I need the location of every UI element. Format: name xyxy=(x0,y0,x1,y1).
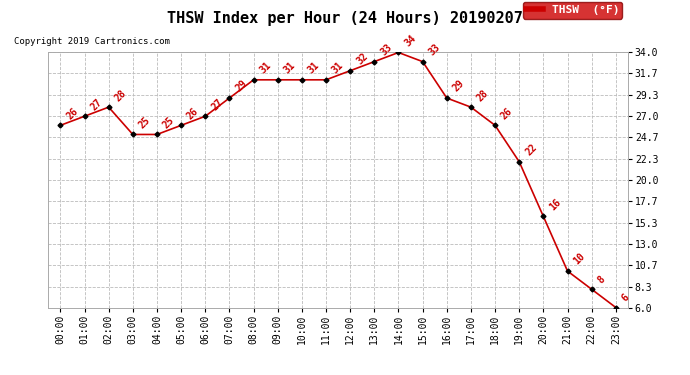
Text: 28: 28 xyxy=(475,88,491,103)
Text: 32: 32 xyxy=(355,51,370,66)
Text: THSW Index per Hour (24 Hours) 20190207: THSW Index per Hour (24 Hours) 20190207 xyxy=(167,11,523,26)
Text: 33: 33 xyxy=(427,42,442,57)
Text: 31: 31 xyxy=(331,60,346,76)
Text: 10: 10 xyxy=(572,252,587,267)
Text: 31: 31 xyxy=(258,60,273,76)
Text: Copyright 2019 Cartronics.com: Copyright 2019 Cartronics.com xyxy=(14,38,170,46)
Text: 31: 31 xyxy=(306,60,322,76)
Text: 25: 25 xyxy=(137,115,152,130)
Text: 29: 29 xyxy=(451,78,466,94)
Text: 27: 27 xyxy=(210,97,225,112)
Text: 22: 22 xyxy=(524,142,539,158)
Text: 6: 6 xyxy=(620,292,631,303)
Text: 26: 26 xyxy=(186,106,201,121)
Text: 29: 29 xyxy=(234,78,249,94)
Text: 26: 26 xyxy=(65,106,80,121)
Text: 8: 8 xyxy=(596,274,607,285)
Text: 34: 34 xyxy=(403,33,418,48)
Text: 31: 31 xyxy=(282,60,297,76)
Text: 27: 27 xyxy=(89,97,104,112)
Legend: THSW  (°F): THSW (°F) xyxy=(522,2,622,19)
Text: 26: 26 xyxy=(500,106,515,121)
Text: 16: 16 xyxy=(548,197,563,212)
Text: 28: 28 xyxy=(113,88,128,103)
Text: 25: 25 xyxy=(161,115,177,130)
Text: 33: 33 xyxy=(379,42,394,57)
